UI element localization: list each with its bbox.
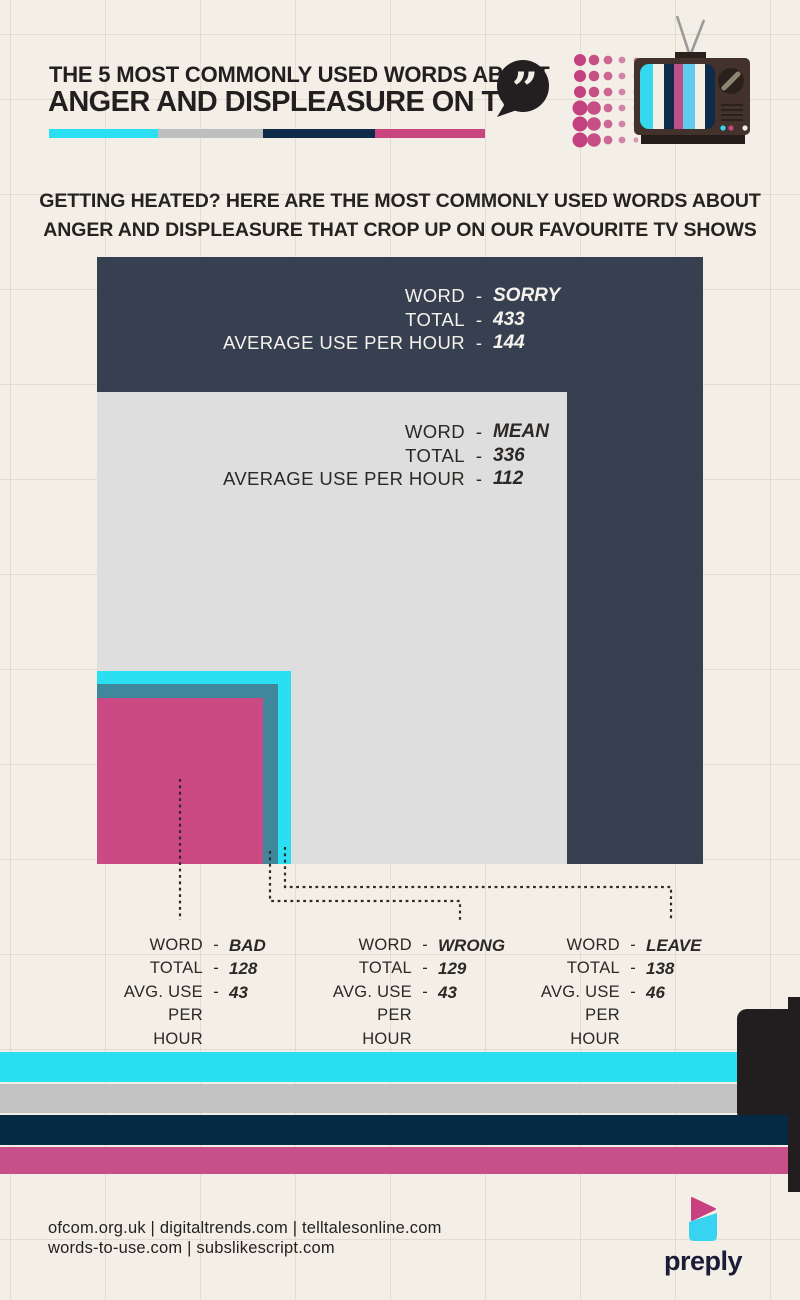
leave-word-value: LEAVE — [646, 936, 702, 955]
dash: - — [213, 959, 219, 978]
dash: - — [422, 936, 428, 954]
quote-marks-icon: ” — [511, 62, 539, 116]
mean-avg-value: 112 — [493, 468, 524, 490]
bad-word-value: BAD — [229, 936, 266, 955]
underline-pink-segment — [375, 129, 485, 138]
word-label: WORD — [404, 421, 465, 442]
bad-total-value: 128 — [229, 959, 258, 979]
dash: - — [475, 444, 483, 466]
mean-word-value: MEAN — [493, 421, 549, 442]
dash: - — [475, 285, 483, 306]
word-label: WORD — [149, 936, 203, 954]
leave-avg-value: 46 — [646, 982, 665, 1002]
sources: ofcom.org.uk | digitaltrends.com | tellt… — [48, 1219, 442, 1258]
avg-label: AVERAGE USE PER HOUR — [222, 332, 465, 354]
avg-label: AVERAGE USE PER HOUR — [222, 468, 465, 490]
dash: - — [422, 959, 428, 978]
square-bad — [97, 698, 263, 864]
intro-line2: ANGER AND DISPLEASURE THAT CROP UP ON OU… — [43, 218, 757, 241]
dash: - — [475, 308, 483, 330]
sorry-avg-value: 144 — [493, 332, 525, 354]
intro-line1: GETTING HEATED? HERE ARE THE MOST COMMON… — [39, 190, 761, 212]
mean-stats: WORD - MEAN TOTAL - 336 AVERAGE USE PER … — [97, 420, 567, 491]
wrong-total-value: 129 — [438, 959, 467, 979]
dot-pattern — [572, 54, 638, 148]
page-title-line2: ANGER AND DISPLEASURE ON TV — [48, 86, 518, 118]
dash: - — [630, 982, 636, 1001]
word-label: WORD — [566, 936, 620, 954]
dash: - — [422, 982, 428, 1001]
mean-total-value: 336 — [493, 444, 525, 466]
title-underline — [49, 129, 485, 138]
corner-tab-edge — [788, 997, 800, 1192]
word-label: WORD — [404, 285, 465, 306]
dash: - — [475, 468, 483, 490]
total-label: TOTAL — [405, 308, 465, 330]
per-hour-label: PER HOUR — [570, 1006, 620, 1048]
total-label: TOTAL — [405, 444, 465, 466]
wrong-avg-value: 43 — [438, 982, 457, 1002]
wrong-word-value: WRONG — [438, 936, 506, 955]
stripe-pink — [0, 1147, 789, 1174]
dash: - — [630, 936, 636, 954]
total-label: TOTAL — [358, 959, 412, 978]
word-label: WORD — [358, 936, 412, 954]
leave-total-value: 138 — [646, 959, 675, 979]
bad-avg-value: 43 — [229, 982, 248, 1002]
sorry-stats: WORD - SORRY TOTAL - 433 AVERAGE USE PER… — [97, 284, 703, 355]
stripe-gray — [0, 1084, 738, 1113]
per-hour-label: PER HOUR — [362, 1006, 412, 1048]
underline-navy-segment — [263, 129, 375, 138]
speech-bubble-icon — [497, 60, 549, 117]
avg-label: AVG. USE — [540, 982, 620, 1001]
underline-gray-segment — [158, 129, 263, 138]
preply-wordmark: preply — [663, 1246, 743, 1276]
stripe-navy — [0, 1115, 789, 1145]
stripe-cyan — [0, 1052, 738, 1082]
dash: - — [475, 421, 483, 442]
per-hour-label: PER HOUR — [153, 1006, 203, 1048]
underline-cyan-segment — [49, 129, 158, 138]
label-group-wrong: WORD - WRONG TOTAL - 129 AVG. USE - 43 P… — [330, 934, 540, 1051]
dash: - — [213, 936, 219, 954]
dash: - — [630, 959, 636, 978]
sources-line2: words-to-use.com | subslikescript.com — [48, 1238, 335, 1257]
avg-label: AVG. USE — [332, 982, 412, 1001]
sorry-word-value: SORRY — [493, 285, 561, 306]
avg-label: AVG. USE — [123, 982, 203, 1001]
page-title-line1: THE 5 MOST COMMONLY USED WORDS ABOUT — [49, 62, 550, 87]
sorry-total-value: 433 — [493, 308, 525, 330]
total-label: TOTAL — [566, 959, 620, 978]
preply-logo-icon — [689, 1197, 717, 1241]
dash: - — [213, 982, 219, 1001]
sources-line1: ofcom.org.uk | digitaltrends.com | tellt… — [48, 1219, 442, 1237]
tv-icon — [634, 15, 750, 144]
dash: - — [475, 332, 483, 354]
total-label: TOTAL — [149, 959, 203, 978]
label-group-bad: WORD - BAD TOTAL - 128 AVG. USE - 43 PER… — [118, 934, 318, 1051]
intro-text: GETTING HEATED? HERE ARE THE MOST COMMON… — [0, 187, 800, 244]
label-group-leave: WORD - LEAVE TOTAL - 138 AVG. USE - 46 P… — [538, 934, 738, 1051]
